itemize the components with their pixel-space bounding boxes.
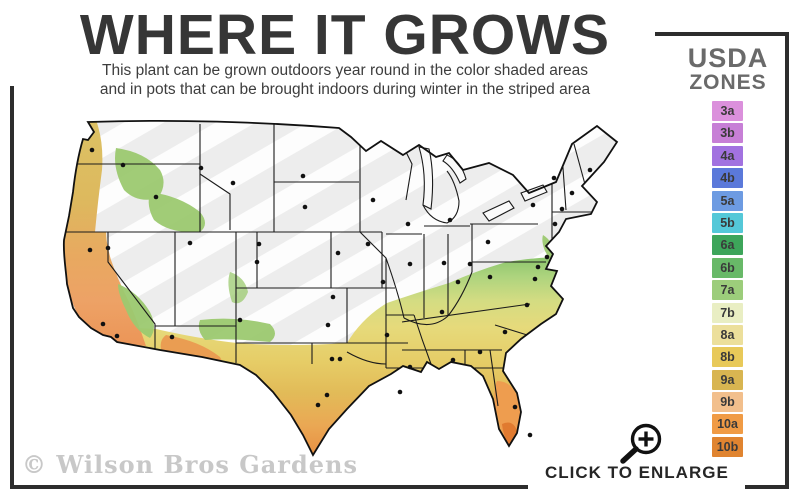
frame-border-bottom-right <box>745 485 789 489</box>
zone-chip-9a: 9a <box>712 369 743 390</box>
click-to-enlarge-button[interactable]: CLICK TO ENLARGE <box>545 463 729 482</box>
subtitle-line2: and in pots that can be brought indoors … <box>99 81 591 98</box>
zone-chip-10b: 10b <box>712 436 743 457</box>
great-lakes <box>418 146 548 222</box>
legend-title-zones: ZONES <box>689 71 767 94</box>
zone-chip-7b: 7b <box>712 302 743 323</box>
frame-border-top-right <box>655 32 789 36</box>
zone-chip-5b: 5b <box>712 212 743 233</box>
south-florida-dark-orange-patch <box>502 422 517 446</box>
lake-erie <box>482 200 515 222</box>
michigan-mitten-outline <box>422 170 460 224</box>
state-borders <box>66 124 592 408</box>
subtitle-line1: This plant can be grown outdoors year ro… <box>102 62 588 79</box>
magnifier-zoom-icon[interactable] <box>612 418 672 470</box>
zone-chip-6b: 6b <box>712 257 743 278</box>
zone-chip-3b: 3b <box>712 123 743 144</box>
zone-chip-8a: 8a <box>712 324 743 345</box>
watermark: © Wilson Bros Gardens <box>22 450 358 479</box>
subtitle: This plant can be grown outdoors year ro… <box>45 61 645 99</box>
zone-chip-4b: 4b <box>712 168 743 189</box>
page-title: WHERE IT GROWS <box>79 3 611 67</box>
frame-border-right <box>785 32 789 489</box>
map-fill-layers <box>63 120 618 455</box>
us-zone-map[interactable] <box>50 112 662 462</box>
zone-chip-6a: 6a <box>712 235 743 256</box>
city-dots <box>87 147 593 438</box>
legend-title: USDA ZONES <box>672 44 784 94</box>
legend-title-usda: USDA <box>687 43 769 73</box>
zone-chip-7a: 7a <box>712 280 743 301</box>
zone-chip-10a: 10a <box>712 414 743 435</box>
west-coast-color-strip <box>63 120 146 346</box>
zone-chip-9b: 9b <box>712 392 743 413</box>
zone-chip-4a: 4a <box>712 145 743 166</box>
frame-border-bottom-left <box>10 485 528 489</box>
frame-border-left <box>10 86 14 489</box>
usda-zones-legend: 3a 3b 4a 4b 5a 5b 6a 6b 7a 7b 8a 8b 9a 9b 10a 10b <box>712 101 743 459</box>
lake-michigan <box>418 146 434 210</box>
zone-chip-3a: 3a <box>712 101 743 121</box>
zone-chip-8b: 8b <box>712 347 743 368</box>
zone-chip-5a: 5a <box>712 190 743 211</box>
